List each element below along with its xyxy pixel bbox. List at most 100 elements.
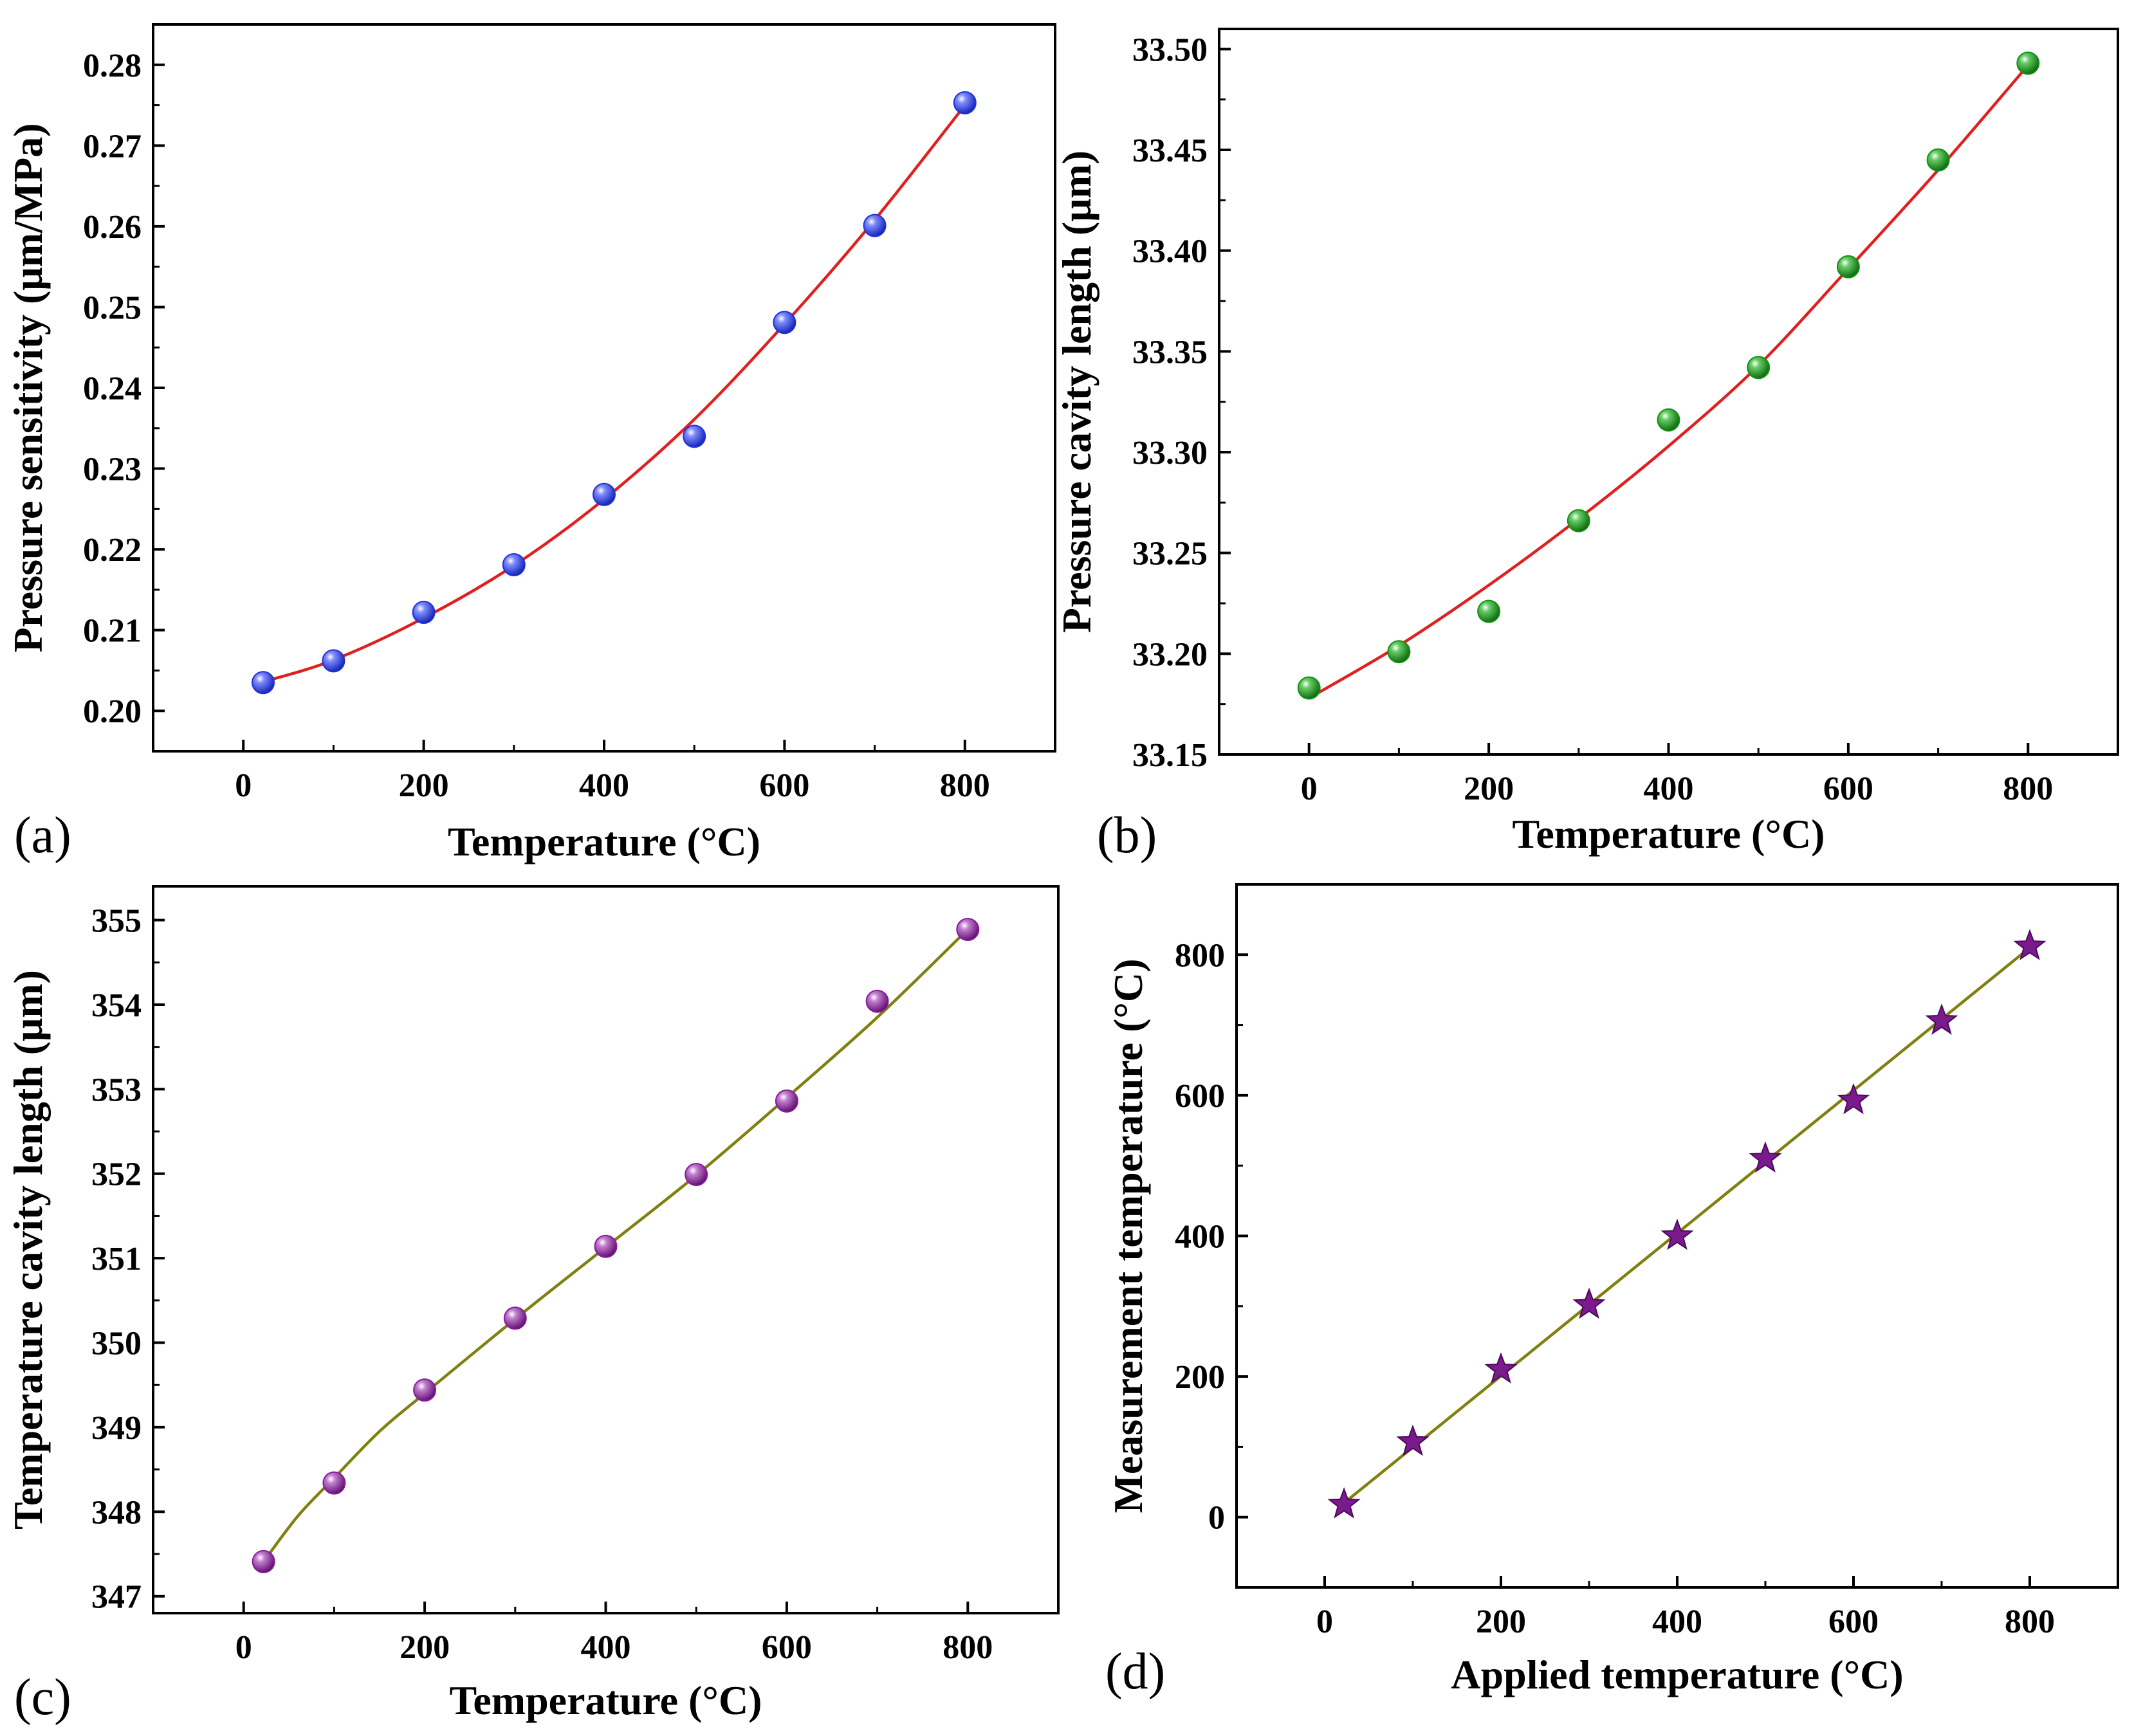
x-tick-label: 600 [759, 767, 809, 804]
chart-panel-c: 0 200 400 600 800 347 348 349 350 351 352 353 354 355… [5, 885, 1060, 1726]
y-tick-label: 0.25 [83, 289, 142, 326]
x-tick-label: 400 [581, 1629, 631, 1666]
y-tick-label: 354 [91, 987, 142, 1024]
data-point [502, 553, 526, 576]
data-point [252, 671, 275, 695]
y-tick-label: 33.20 [1132, 636, 1208, 673]
data-point [775, 1089, 798, 1113]
x-tick-label: 0 [1316, 1604, 1333, 1640]
x-tick-label: 400 [579, 767, 629, 804]
x-tick-label: 600 [1828, 1604, 1879, 1640]
data-point-star [1749, 1141, 1782, 1173]
data-point-star [1925, 1003, 1958, 1035]
x-tick-label: 200 [1464, 771, 1514, 807]
x-tick-label: 800 [2003, 771, 2053, 807]
y-tick-label: 351 [91, 1241, 142, 1277]
y-tick-label: 0.21 [83, 613, 142, 650]
fit-line [1343, 946, 2031, 1504]
data-point [683, 425, 706, 448]
data-point [1387, 640, 1411, 664]
data-point [2016, 51, 2040, 75]
data-point [953, 91, 977, 114]
chart-panel-b: 0 200 400 600 800 33.15 33.20 33.25 33.30 33.35 33… [1054, 28, 2119, 864]
data-point [413, 1378, 437, 1402]
x-tick-label: 0 [1301, 771, 1318, 807]
fit-line [1308, 64, 2030, 700]
y-tick-label: 200 [1175, 1359, 1225, 1396]
data-point [503, 1306, 527, 1330]
data-point [1836, 255, 1860, 279]
data-point [1297, 676, 1321, 700]
y-tick-label: 33.50 [1132, 32, 1208, 68]
x-axis-title: Temperature (°C) [450, 1677, 762, 1723]
x-axis-title: Applied temperature (°C) [1451, 1652, 1903, 1697]
y-tick-label: 33.15 [1132, 737, 1208, 774]
data-point [1926, 148, 1950, 172]
x-tick-label: 400 [1644, 771, 1694, 807]
data-point [685, 1163, 708, 1187]
x-tick-label: 800 [2005, 1604, 2055, 1640]
y-tick-label: 33.35 [1132, 334, 1208, 370]
fit-line [262, 104, 966, 684]
data-point-star [1660, 1218, 1694, 1250]
data-point [1657, 408, 1680, 432]
y-tick-label: 353 [91, 1072, 142, 1108]
data-point [1477, 599, 1501, 623]
y-tick-label: 33.40 [1132, 233, 1208, 270]
x-tick-label: 800 [940, 767, 990, 804]
data-point [865, 989, 889, 1013]
data-point [1567, 509, 1590, 533]
x-tick-label: 200 [399, 767, 449, 804]
data-point [956, 918, 980, 942]
data-point [1747, 356, 1771, 379]
chart-panel-d: 0 200 400 600 800 0 200 400 600 800 Applied temper… [1105, 883, 2119, 1700]
x-tick-label: 0 [235, 1629, 252, 1666]
data-point-star [2013, 929, 2047, 960]
data-point [252, 1549, 275, 1573]
data-point [322, 649, 345, 673]
y-tick-label: 347 [91, 1579, 142, 1616]
data-point [594, 1234, 618, 1258]
x-tick-label: 800 [943, 1629, 993, 1666]
y-axis-title: Temperature cavity length (μm) [5, 970, 51, 1530]
y-axis-title: Measurement temperature (°C) [1105, 958, 1151, 1513]
x-axis-title: Temperature (°C) [448, 819, 760, 864]
data-point [412, 601, 436, 625]
x-tick-label: 200 [400, 1629, 450, 1666]
data-point-star [1484, 1352, 1518, 1384]
y-tick-label: 0.24 [83, 370, 142, 407]
y-tick-label: 400 [1175, 1219, 1225, 1256]
y-tick-label: 349 [91, 1410, 142, 1447]
y-tick-label: 800 [1175, 937, 1225, 974]
data-point [773, 311, 796, 334]
data-point [322, 1471, 346, 1495]
data-point-star [1572, 1287, 1606, 1319]
panel-label: (b) [1097, 807, 1157, 864]
chart-panel-a: 0 200 400 600 800 0.20 0.21 0.22 0.23 0.24 0.25 0.2… [5, 23, 1056, 864]
plot-frame [152, 23, 1056, 753]
y-tick-label: 355 [91, 903, 142, 940]
y-tick-label: 0.28 [83, 48, 142, 84]
plot-frame [1218, 28, 2119, 756]
panel-label: (c) [14, 1669, 71, 1726]
y-axis-title: Pressure sensitivity (μm/MPa) [5, 123, 51, 652]
x-tick-label: 600 [762, 1629, 812, 1666]
data-point [863, 214, 887, 237]
panel-label: (a) [14, 807, 71, 864]
y-tick-label: 33.25 [1132, 536, 1208, 572]
y-tick-label: 0.23 [83, 452, 142, 488]
y-tick-label: 350 [91, 1326, 142, 1362]
y-tick-label: 348 [91, 1494, 142, 1531]
data-point-star [1327, 1487, 1361, 1519]
x-tick-label: 600 [1823, 771, 1873, 807]
panel-label: (d) [1105, 1643, 1165, 1700]
y-tick-label: 600 [1175, 1078, 1225, 1115]
x-tick-label: 0 [235, 767, 252, 804]
x-tick-label: 400 [1652, 1604, 1702, 1640]
data-point-star [1837, 1083, 1870, 1115]
y-tick-label: 33.45 [1132, 132, 1208, 169]
y-tick-label: 33.30 [1132, 435, 1208, 471]
y-tick-label: 0.22 [83, 532, 142, 569]
y-tick-label: 0.27 [83, 128, 142, 165]
